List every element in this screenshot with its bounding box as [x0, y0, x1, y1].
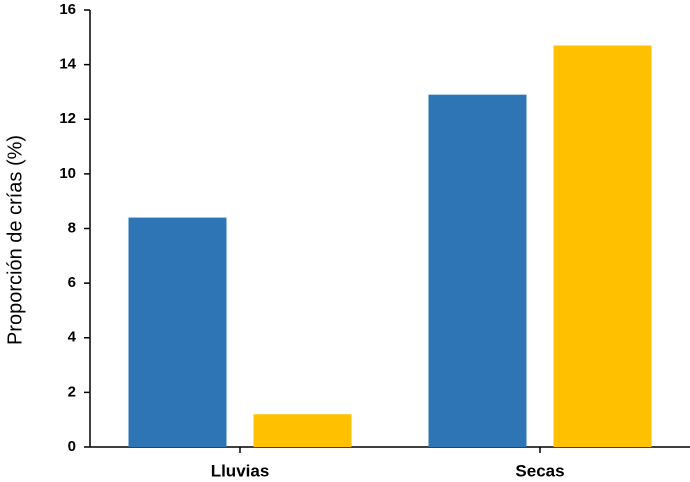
y-tick-label: 2: [68, 383, 76, 400]
x-tick-label: Secas: [515, 461, 564, 480]
bar: [428, 94, 527, 447]
y-tick-label: 16: [59, 1, 76, 18]
bar: [553, 45, 652, 447]
y-axis-label: Proporción de crías (%): [4, 135, 26, 345]
y-tick-label: 4: [68, 329, 77, 346]
y-tick-label: 0: [68, 438, 76, 455]
bar: [253, 414, 352, 447]
y-tick-label: 10: [59, 165, 76, 182]
y-tick-label: 14: [59, 56, 76, 73]
y-tick-label: 8: [68, 219, 76, 236]
y-tick-label: 6: [68, 274, 76, 291]
x-tick-label: Lluvias: [211, 461, 270, 480]
y-tick-label: 12: [59, 110, 76, 127]
bar: [128, 217, 227, 447]
